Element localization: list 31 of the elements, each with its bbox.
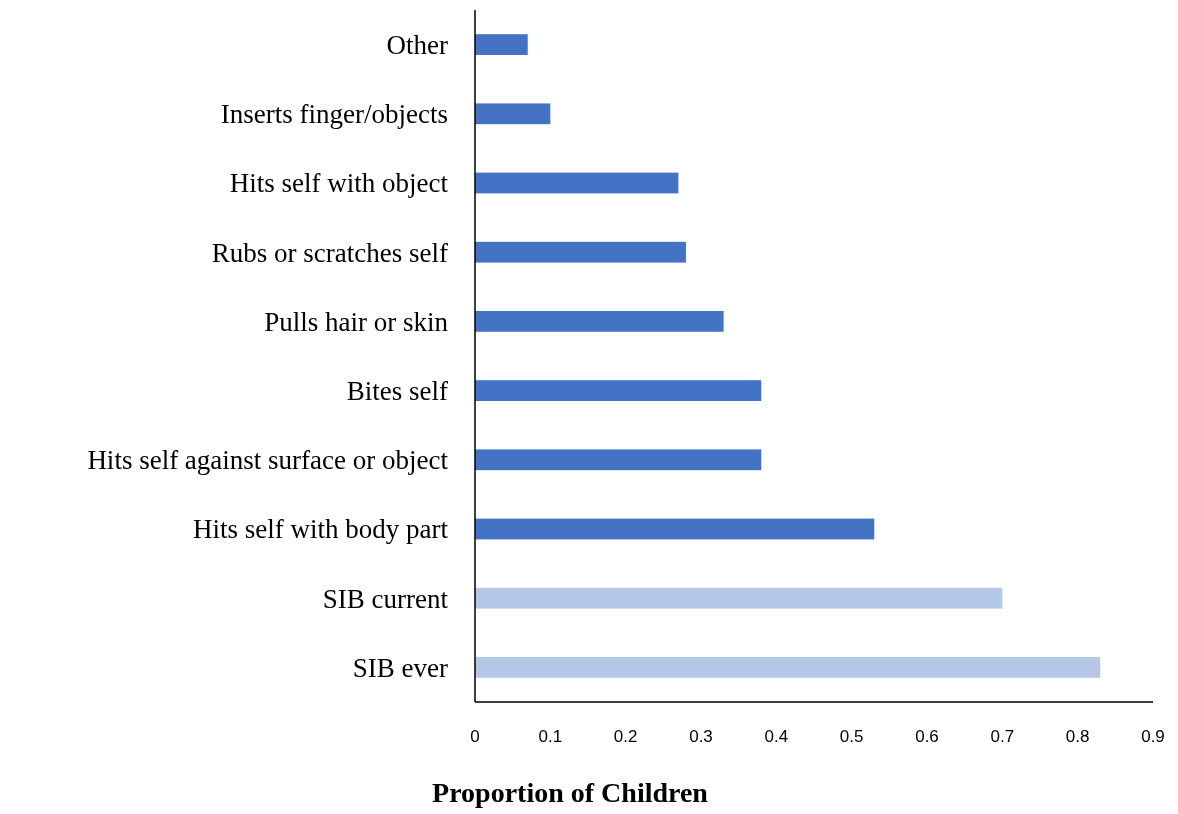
x-tick-label: 0.2 — [613, 727, 638, 746]
x-tick-label: 0 — [470, 727, 480, 746]
bar — [475, 241, 686, 263]
x-tick-label: 0.3 — [689, 727, 713, 746]
bar — [475, 380, 762, 401]
y-tick-label: Inserts finger/objects — [220, 99, 448, 130]
bar — [475, 449, 762, 471]
bar — [475, 587, 1003, 609]
bar — [475, 518, 875, 540]
bar — [475, 172, 679, 194]
y-tick-label: Other — [386, 30, 448, 61]
y-tick-label: Bites self — [346, 376, 448, 407]
x-tick-label: 0.1 — [538, 727, 563, 746]
x-tick-label: 0.8 — [1065, 727, 1090, 746]
bar — [475, 311, 724, 332]
y-tick-label: Hits self with object — [229, 168, 449, 199]
bar — [475, 103, 551, 125]
y-tick-label: SIB current — [322, 583, 449, 614]
bar — [475, 657, 1101, 678]
x-tick-label: 0.4 — [764, 727, 789, 746]
y-tick-label: Rubs or scratches self — [211, 237, 449, 268]
x-tick-label: 0.9 — [1141, 727, 1165, 746]
y-tick-label: Hits self with body part — [193, 514, 449, 545]
x-tick-label: 0.6 — [915, 727, 939, 746]
x-tick-label: 0.5 — [839, 727, 864, 746]
x-axis-title: Proportion of Children — [432, 777, 709, 808]
y-tick-label: Pulls hair or skin — [264, 306, 449, 337]
x-tick-label: 0.7 — [990, 727, 1015, 746]
bar — [475, 34, 528, 55]
y-tick-label: Hits self against surface or object — [87, 445, 449, 476]
y-tick-label: SIB ever — [352, 652, 448, 683]
